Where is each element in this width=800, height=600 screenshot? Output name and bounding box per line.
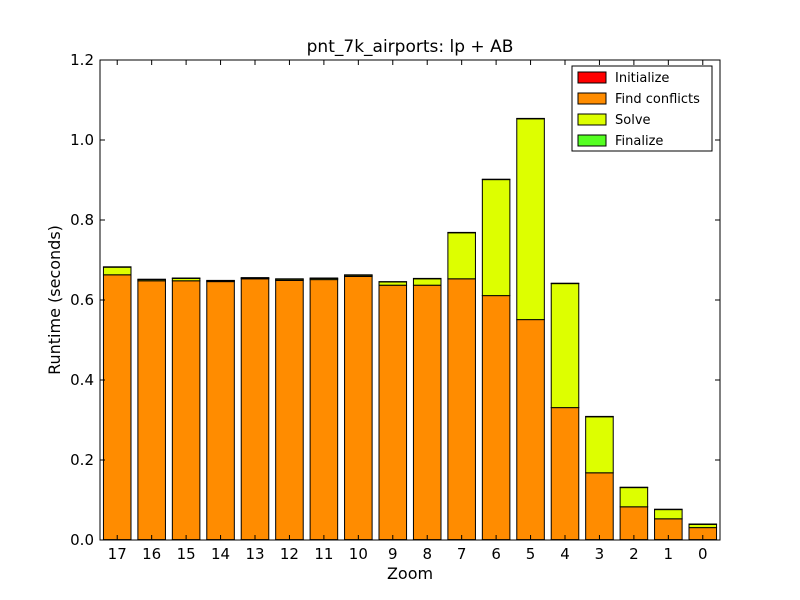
bar-solve-zoom-4 (550, 283, 580, 409)
x-tick-label: 1 (664, 545, 674, 563)
x-tick-label: 5 (526, 545, 536, 563)
x-tick-label: 4 (560, 545, 570, 563)
bar-find-conflicts-zoom-15 (171, 280, 201, 541)
x-tick-label: 13 (245, 545, 264, 563)
y-axis: 0.0 0.2 0.4 0.6 0.8 1.0 1.2 (70, 51, 720, 549)
bar-find-conflicts-zoom-2 (619, 506, 649, 541)
bar-find-conflicts-zoom-10 (344, 275, 373, 541)
bar-solve-zoom-17 (102, 266, 132, 276)
x-tick-label: 15 (177, 545, 196, 563)
x-tick-label: 2 (629, 545, 639, 563)
legend-label-solve: Solve (615, 113, 651, 128)
bar-find-conflicts-zoom-14 (206, 281, 235, 541)
y-tick-label: 1.0 (70, 131, 94, 149)
y-tick-label: 0.4 (70, 371, 94, 389)
bar-solve-zoom-3 (585, 416, 614, 474)
x-tick-label: 0 (698, 545, 708, 563)
bar-find-conflicts-zoom-3 (585, 472, 614, 541)
y-tick-label: 0.0 (70, 531, 94, 549)
legend-label-find-conflicts: Find conflicts (615, 92, 700, 107)
bar-solve-zoom-7 (447, 232, 476, 280)
y-axis-label: Runtime (seconds) (45, 225, 64, 375)
y-tick-label: 1.2 (70, 51, 94, 69)
x-tick-label: 17 (108, 545, 127, 563)
x-tick-label: 8 (422, 545, 432, 563)
y-tick-label: 0.8 (70, 211, 94, 229)
bar-find-conflicts-zoom-9 (378, 284, 408, 541)
bar-solve-zoom-2 (619, 487, 649, 508)
legend-label-initialize: Initialize (615, 71, 669, 86)
legend-swatch-solve (577, 113, 607, 126)
x-tick-label: 10 (349, 545, 368, 563)
bar-find-conflicts-zoom-13 (240, 278, 270, 541)
bar-find-conflicts-zoom-16 (137, 280, 166, 541)
bar-find-conflicts-zoom-11 (309, 279, 339, 541)
legend: Initialize Find conflicts Solve Finalize (571, 65, 713, 152)
bar-find-conflicts-zoom-5 (516, 319, 545, 541)
x-tick-label: 12 (280, 545, 299, 563)
x-tick-label: 7 (457, 545, 467, 563)
x-tick-label: 3 (595, 545, 605, 563)
legend-swatch-finalize (577, 134, 607, 147)
x-tick-label: 9 (388, 545, 398, 563)
bar-find-conflicts-zoom-12 (275, 279, 304, 541)
legend-swatch-find-conflicts (577, 92, 607, 105)
y-tick-label: 0.2 (70, 451, 94, 469)
bar-find-conflicts-zoom-8 (412, 284, 442, 541)
bar-solve-zoom-1 (654, 509, 683, 520)
x-axis-label: Zoom (387, 564, 433, 583)
bar-solve-zoom-5 (516, 118, 545, 321)
bar-find-conflicts-zoom-4 (550, 407, 580, 541)
x-tick-label: 6 (491, 545, 501, 563)
bar-solve-zoom-8 (412, 278, 442, 286)
bar-solve-zoom-6 (481, 179, 511, 297)
legend-label-finalize: Finalize (615, 134, 663, 149)
x-tick-label: 14 (211, 545, 230, 563)
x-axis: 17 16 15 14 13 12 11 10 9 8 7 6 5 4 3 2 1 0 (108, 60, 708, 563)
legend-swatch-initialize (577, 71, 607, 84)
x-tick-label: 16 (142, 545, 161, 563)
bar-find-conflicts-zoom-17 (102, 274, 132, 541)
x-tick-label: 11 (314, 545, 333, 563)
y-tick-label: 0.6 (70, 291, 94, 309)
bars-group (102, 117, 718, 541)
bar-find-conflicts-zoom-6 (481, 295, 511, 541)
chart-title: pnt_7k_airports: lp + AB (307, 37, 514, 57)
bar-find-conflicts-zoom-7 (447, 278, 476, 541)
